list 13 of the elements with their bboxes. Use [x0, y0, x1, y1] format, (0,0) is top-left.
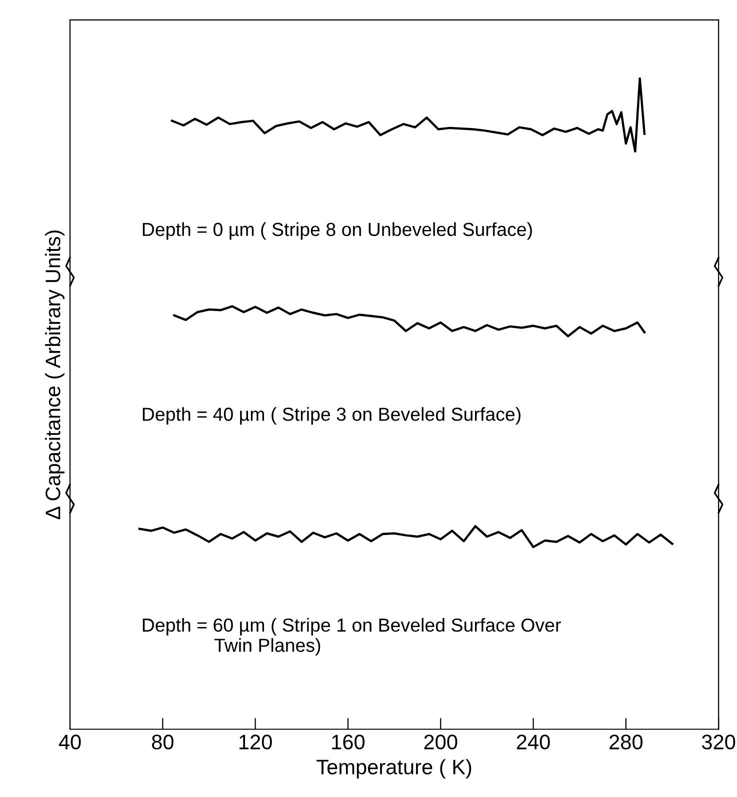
annotation: Depth = 40 µm ( Stripe 3 on Beveled Surface)	[142, 407, 520, 425]
x-tick-label: 240	[516, 734, 550, 750]
x-tick-label: 280	[610, 734, 642, 750]
x-tick-label: 40	[58, 734, 81, 750]
x-tick-label: 320	[702, 734, 736, 750]
x-tick-label: 200	[424, 734, 458, 750]
y-axis-title: Δ Capacitance ( Arbitrary Units)	[45, 230, 64, 520]
x-tick-label: 160	[332, 734, 365, 750]
annotation: Depth = 60 µm ( Stripe 1 on Beveled Surface Over Twin Planes)	[142, 618, 561, 656]
x-tick-label: 80	[152, 734, 174, 750]
x-axis-title: Temperature ( K)	[316, 759, 472, 779]
annotation: Depth = 0 µm ( Stripe 8 on Unbeveled Surface)	[142, 222, 532, 240]
x-tick-label: 120	[240, 734, 272, 750]
